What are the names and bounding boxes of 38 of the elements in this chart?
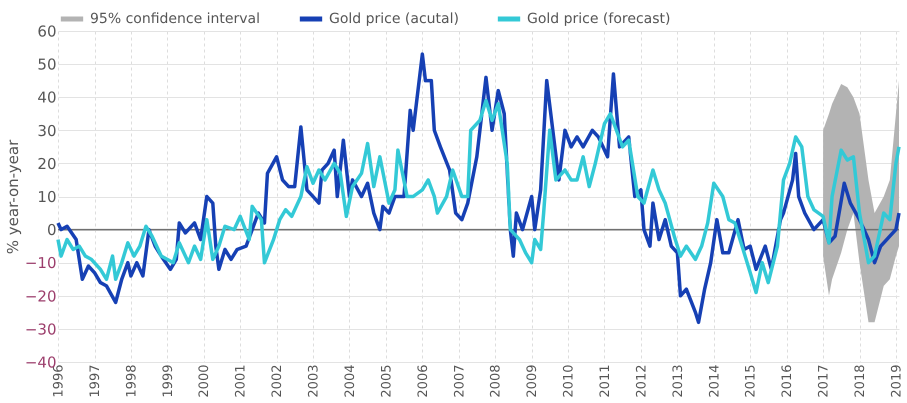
- x-tick-label: 2012: [634, 364, 650, 398]
- x-tick-label: 1997: [88, 364, 104, 398]
- y-tick-label: 20: [37, 154, 56, 173]
- x-tick-label: 2003: [306, 364, 322, 398]
- x-tick-label: 2017: [816, 364, 832, 398]
- x-tick-label: 2013: [670, 364, 686, 398]
- x-tick-label: 2006: [416, 364, 431, 398]
- y-tick-label: −30: [24, 320, 56, 338]
- x-tick-label: 2001: [234, 364, 249, 398]
- x-tick-label: 2018: [853, 364, 868, 398]
- x-tick-label: 2005: [379, 364, 394, 398]
- y-tick-label: 50: [37, 56, 56, 74]
- x-tick-label: 2016: [780, 364, 796, 398]
- x-tick-label: 2008: [488, 364, 504, 398]
- y-tick-label: 30: [37, 122, 56, 140]
- x-tick-label: 2000: [197, 364, 212, 398]
- text: 95% confidence interval: [90, 11, 260, 27]
- x-tick-label: 2014: [707, 364, 722, 398]
- legend-label: Gold price (acutal): [329, 11, 459, 27]
- x-tick-label: 2011: [598, 364, 613, 398]
- x-tick-label: 2007: [452, 364, 468, 398]
- x-tick-label: 1999: [160, 364, 176, 398]
- x-tick-label: 1998: [124, 364, 140, 398]
- y-tick-label: −20: [24, 287, 56, 306]
- y-tick-label: 40: [37, 88, 56, 107]
- x-tick-label: 2002: [270, 364, 286, 398]
- x-tick-label: 2004: [342, 364, 358, 398]
- legend-label: Gold price (forecast): [527, 11, 670, 27]
- y-axis-title: % year-on-year: [4, 138, 22, 254]
- x-tick-label: 2019: [889, 364, 904, 398]
- y-tick-label: 60: [37, 22, 56, 40]
- line-series: [56, 98, 901, 294]
- y-tick-label: −10: [24, 254, 56, 272]
- x-tick-label: 2015: [744, 364, 759, 398]
- y-tick-label: 10: [37, 188, 56, 206]
- x-tick-label: 2009: [525, 364, 540, 398]
- x-tick-label: 2010: [562, 364, 577, 398]
- y-tick-label: 0: [46, 221, 56, 240]
